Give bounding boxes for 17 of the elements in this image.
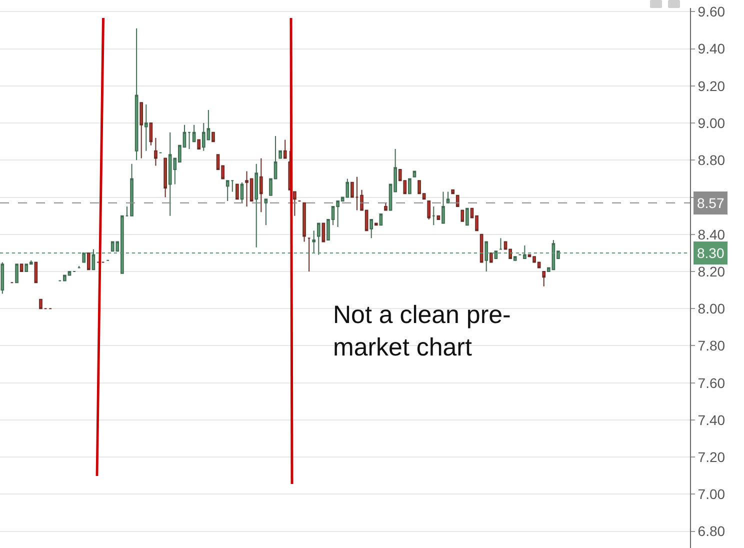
y-tick-label: 8.20 [698, 263, 726, 280]
ref-line-label: 8.57 [697, 195, 724, 211]
y-tick-label: 9.60 [698, 4, 726, 20]
y-tick-label: 9.40 [698, 40, 726, 57]
annotation: Not a clean pre-market chart [333, 301, 511, 362]
ref-line-label: 8.30 [697, 245, 724, 261]
y-tick-label: 7.80 [698, 338, 726, 354]
y-tick-label: 8.00 [698, 300, 726, 317]
y-tick-label: 9.20 [698, 78, 726, 94]
y-tick-label: 7.40 [698, 412, 726, 428]
y-tick-label: 7.20 [698, 448, 726, 465]
y-tick-label: 9.00 [698, 114, 726, 131]
y-tick-label: 7.60 [698, 374, 726, 391]
y-tick-label: 7.00 [698, 486, 726, 502]
y-tick-label: 6.80 [698, 523, 726, 540]
y-tick-label: 8.40 [698, 226, 726, 242]
y-tick-label: 8.80 [698, 152, 726, 168]
